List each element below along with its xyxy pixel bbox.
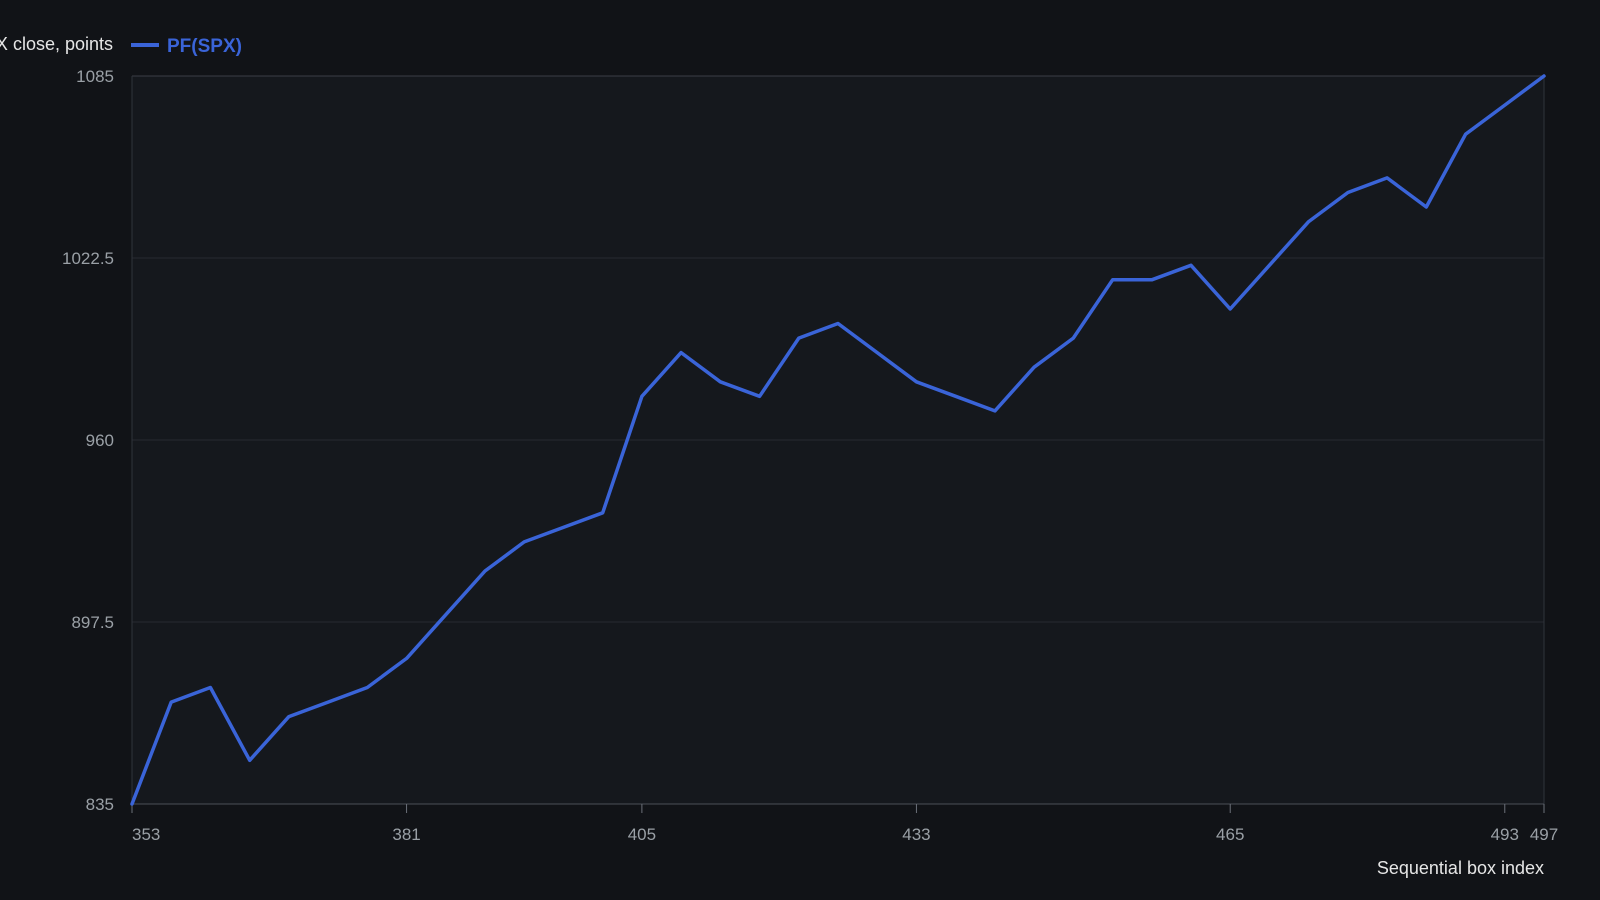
y-tick-label: 835 [86,795,114,814]
data-point [326,700,330,704]
x-tick-label: 493 [1491,825,1519,844]
y-tick-label: 1085 [76,67,114,86]
data-point [954,394,958,398]
data-point [1385,176,1389,180]
data-point [758,394,762,398]
data-point [718,380,722,384]
data-point [248,758,252,762]
y-tick-label: 1022.5 [62,249,114,268]
y-tick-label: 960 [86,431,114,450]
data-point [1267,263,1271,267]
x-tick-label: 381 [392,825,420,844]
data-point [287,715,291,719]
series-group [130,74,1546,806]
data-point [1189,263,1193,267]
x-axis-title: Sequential box index [1377,858,1544,878]
data-point [208,686,212,690]
data-point [640,394,644,398]
data-point [1032,365,1036,369]
grid-lines [131,75,1545,805]
data-point [1424,205,1428,209]
data-point [483,569,487,573]
legend-label: PF(SPX) [167,36,242,57]
data-point [1346,190,1350,194]
x-tick-label: 433 [902,825,930,844]
data-point [561,525,565,529]
data-point [444,613,448,617]
data-point [797,336,801,340]
x-axis-ticks: 353 381 405 433 465 493 497 [131,804,1558,844]
data-point [1111,278,1115,282]
data-point [601,511,605,515]
data-point [1307,220,1311,224]
data-point [405,656,409,660]
data-point [875,351,879,355]
data-point [679,351,683,355]
data-point [130,802,134,806]
series-line-0 [130,74,1546,806]
x-tick-label: 497 [1530,825,1558,844]
data-point [1503,103,1507,107]
y-axis-ticks: 835 897.5 960 1022.5 1085 [62,67,114,814]
data-point [914,380,918,384]
x-tick-label: 465 [1216,825,1244,844]
x-tick-label: 353 [132,825,160,844]
data-point [1542,74,1546,78]
y-axis-title: SPX close, points [0,34,113,54]
data-point [1150,278,1154,282]
data-point [1228,307,1232,311]
data-point [169,700,173,704]
data-point [836,322,840,326]
y-tick-label: 897.5 [71,613,114,632]
data-point [522,540,526,544]
data-point [365,686,369,690]
data-point [1464,132,1468,136]
data-point [993,409,997,413]
x-tick-label: 405 [628,825,656,844]
data-point [1071,336,1075,340]
